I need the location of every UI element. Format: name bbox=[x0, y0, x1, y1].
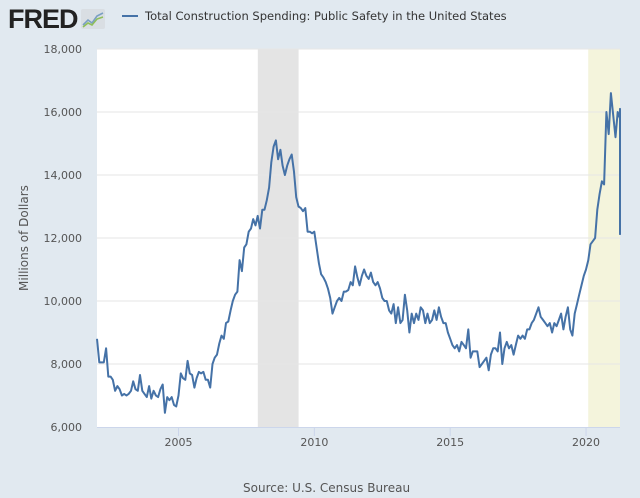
gridlines bbox=[97, 48, 620, 428]
y-axis-label: Millions of Dollars bbox=[17, 185, 31, 291]
y-tick-label: 8,000 bbox=[51, 358, 83, 371]
y-tick-label: 12,000 bbox=[44, 232, 83, 245]
y-tick-label: 6,000 bbox=[51, 421, 83, 434]
y-axis-ticks: 6,000 8,000 10,000 12,000 14,000 16,000 18,000 bbox=[44, 43, 83, 434]
x-tick-label: 2005 bbox=[165, 436, 193, 449]
fred-logo[interactable]: FRED bbox=[8, 5, 105, 33]
fred-logo-text: FRED bbox=[8, 4, 78, 34]
chart-legend: Total Construction Spending: Public Safe… bbox=[122, 9, 507, 23]
x-tick-label: 2015 bbox=[436, 436, 464, 449]
series-line bbox=[96, 92, 621, 414]
y-tick-label: 10,000 bbox=[44, 295, 83, 308]
y-tick-label: 14,000 bbox=[44, 169, 83, 182]
y-tick-label: 18,000 bbox=[44, 43, 83, 56]
source-note: Source: U.S. Census Bureau bbox=[243, 481, 411, 495]
chart-badge-icon bbox=[80, 9, 105, 29]
x-tick-label: 2010 bbox=[300, 436, 328, 449]
x-tick-label: 2020 bbox=[572, 436, 600, 449]
legend-label: Total Construction Spending: Public Safe… bbox=[145, 9, 507, 23]
legend-line-swatch bbox=[122, 15, 138, 17]
y-tick-label: 16,000 bbox=[44, 106, 83, 119]
x-axis-ticks: 2005 2010 2015 2020 bbox=[165, 427, 600, 449]
